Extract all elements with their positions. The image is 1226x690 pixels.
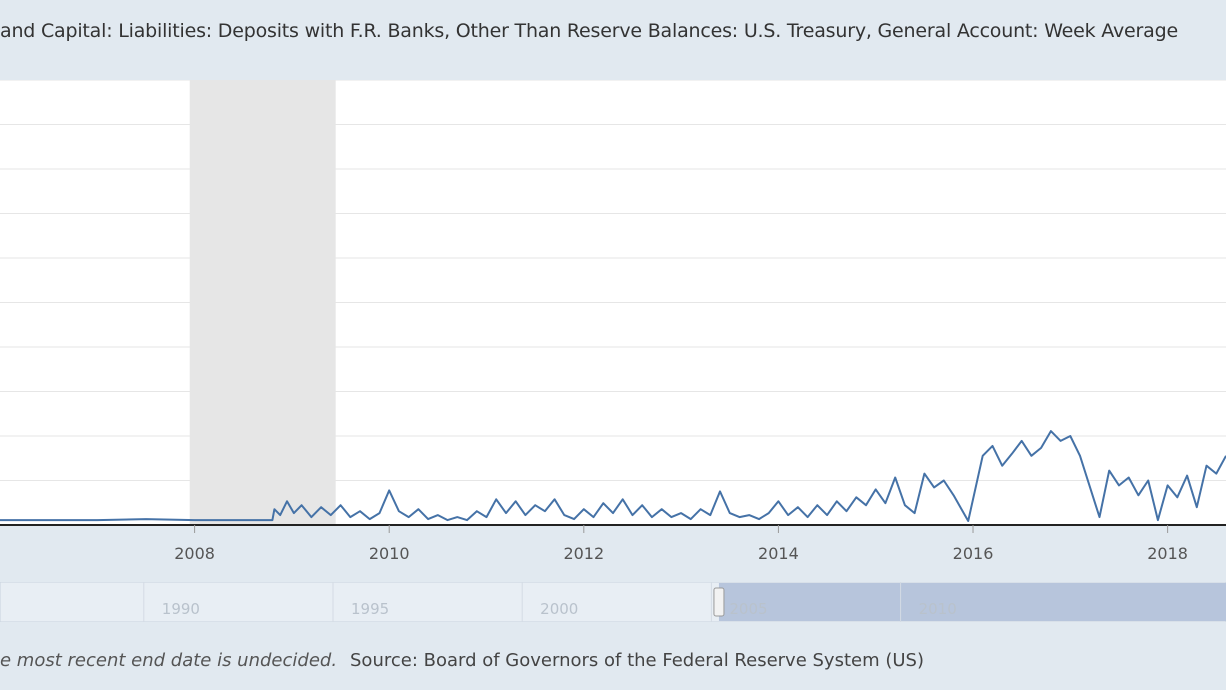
range-navigator[interactable]: 1990 1995 2000 2005 2010 <box>0 582 1226 622</box>
title-bar: and Capital: Liabilities: Deposits with … <box>0 0 1226 80</box>
footer-source: Source: Board of Governors of the Federa… <box>350 650 924 671</box>
x-tick-label: 2010 <box>369 544 410 563</box>
navigator-label: 1990 <box>162 600 200 618</box>
x-tick-label: 2014 <box>758 544 799 563</box>
chart-footer: e most recent end date is undecided. Sou… <box>0 648 1226 678</box>
series-line <box>0 430 1226 522</box>
chart-title: and Capital: Liabilities: Deposits with … <box>0 20 1178 42</box>
footer-note: e most recent end date is undecided. <box>0 650 338 671</box>
line-chart: 2008 2010 2012 2014 2016 2018 <box>0 80 1226 563</box>
navigator-label: 2000 <box>540 600 578 618</box>
navigator-handle[interactable] <box>713 587 725 617</box>
navigator-selection <box>718 583 1226 621</box>
navigator-label: 1995 <box>351 600 389 618</box>
x-tick-label: 2012 <box>563 544 604 563</box>
x-tick-label: 2008 <box>174 544 215 563</box>
x-tick-label: 2016 <box>953 544 994 563</box>
x-tick-label: 2018 <box>1147 544 1188 563</box>
navigator-label: 2010 <box>919 600 957 618</box>
navigator-label: 2005 <box>729 600 767 618</box>
